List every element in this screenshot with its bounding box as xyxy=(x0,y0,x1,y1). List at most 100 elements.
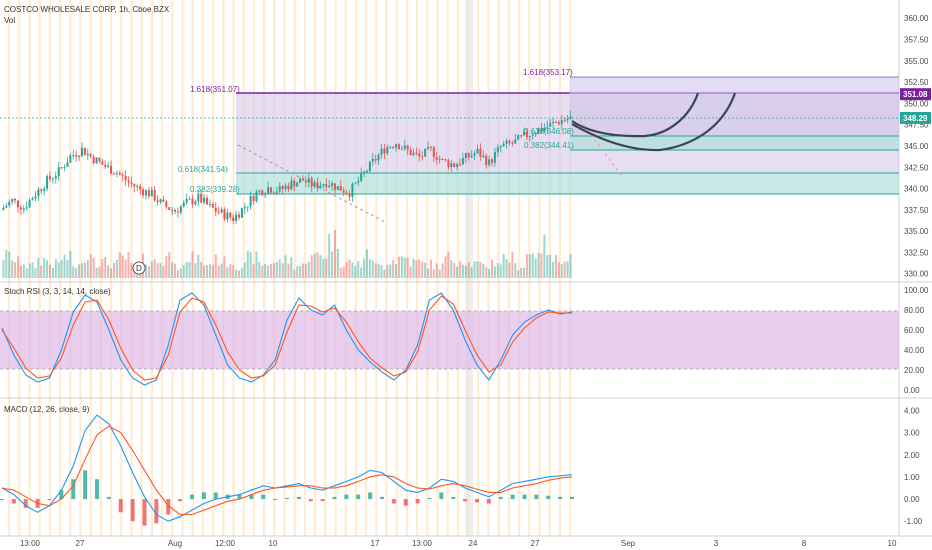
stoch-axis[interactable]: 100.00 80.00 60.00 40.00 20.00 0.00 xyxy=(904,286,929,395)
candle-body xyxy=(400,148,403,150)
price-axis-label: 342.50 xyxy=(904,163,929,172)
volume-bar xyxy=(424,262,427,278)
macd-histogram-bar xyxy=(368,492,373,500)
volume-bar xyxy=(179,268,182,278)
macd-lines xyxy=(0,414,574,526)
time-axis-label: 12:00 xyxy=(215,539,236,548)
stoch-k-line xyxy=(1,292,573,386)
volume-bar xyxy=(185,262,188,278)
volume-bar xyxy=(470,267,473,278)
macd-axis[interactable]: 4.00 3.00 2.00 1.00 0.00 -1.00 xyxy=(904,407,923,527)
time-axis-label: 10 xyxy=(888,539,897,548)
candle-body xyxy=(467,153,470,158)
candle-body xyxy=(543,127,546,131)
time-axis[interactable]: 13:00 27 Aug 12:00 10 17 13:00 24 27 Sep 3 8 10 xyxy=(20,539,897,548)
volume-bar xyxy=(491,259,494,278)
volume-bar xyxy=(112,263,115,278)
macd-histogram-bar xyxy=(261,494,266,500)
session-stripe xyxy=(263,0,266,536)
candle-body xyxy=(115,173,118,175)
candle-body xyxy=(147,190,150,197)
volume-bar xyxy=(83,262,86,278)
candle-body xyxy=(194,201,197,205)
volume-bar xyxy=(284,255,287,278)
candle-body xyxy=(40,189,43,192)
volume-bar xyxy=(130,263,133,278)
volume-bar xyxy=(31,262,34,278)
trendline-down[interactable] xyxy=(237,144,386,223)
volume-bar xyxy=(502,253,505,278)
candle-body xyxy=(461,157,464,165)
volume-bar xyxy=(467,262,470,278)
volume-bar xyxy=(537,252,540,278)
volume-bar xyxy=(46,260,49,278)
volume-bar xyxy=(421,261,424,278)
candle-body xyxy=(28,200,31,208)
volume-bar xyxy=(453,262,456,278)
volume-bar xyxy=(75,268,78,278)
volume-bar xyxy=(72,266,75,278)
price-axis-label: 337.50 xyxy=(904,206,929,215)
stoch-axis-label: 60.00 xyxy=(904,326,925,335)
candle-body xyxy=(293,180,296,187)
candle-body xyxy=(214,207,217,212)
candle-body xyxy=(107,165,110,167)
candle-body xyxy=(267,187,270,194)
candle-body xyxy=(197,193,200,202)
candle-body xyxy=(34,196,37,199)
stoch-axis-label: 0.00 xyxy=(904,386,920,395)
cup-pattern-1[interactable] xyxy=(571,92,700,138)
candlesticks[interactable] xyxy=(2,110,572,225)
volume-bar xyxy=(162,266,165,278)
session-stripe xyxy=(344,0,347,536)
volume-bar xyxy=(197,254,200,278)
volume-bar xyxy=(60,260,63,278)
volume-bar xyxy=(409,266,412,278)
volume-bar xyxy=(208,263,211,278)
candle-body xyxy=(83,147,86,156)
fib-retracement-right[interactable] xyxy=(570,76,899,151)
candle-body xyxy=(459,164,462,166)
cup-pattern-2[interactable] xyxy=(571,92,737,152)
volume-bar xyxy=(124,259,127,278)
candle-body xyxy=(412,152,415,156)
candle-body xyxy=(444,158,447,161)
symbol-title: COSTCO WHOLESALE CORP, 1h, Cboe BZX xyxy=(4,5,170,14)
candle-body xyxy=(424,148,427,157)
macd-histogram-bar xyxy=(83,470,88,500)
macd-histogram-bar xyxy=(23,499,28,508)
candle-body xyxy=(336,186,339,190)
candle-body xyxy=(171,209,174,211)
session-stripe xyxy=(273,0,276,536)
candle-body xyxy=(261,190,264,196)
volume-bar xyxy=(34,268,37,278)
candle-body xyxy=(75,154,78,157)
candle-body xyxy=(182,202,185,207)
volume-bar xyxy=(432,269,435,278)
time-axis-label: 17 xyxy=(371,539,380,548)
candle-body xyxy=(191,198,194,205)
candle-body xyxy=(284,185,287,189)
candle-body xyxy=(66,162,69,167)
time-axis-label: 27 xyxy=(531,539,540,548)
candle-body xyxy=(69,155,72,163)
volume-bar xyxy=(176,270,179,278)
earnings-marker-icon[interactable] xyxy=(132,261,146,275)
session-stripe xyxy=(69,0,72,536)
volume-bar xyxy=(272,263,275,278)
volume-bar xyxy=(336,248,339,278)
candle-body xyxy=(220,209,223,213)
volume-bar xyxy=(464,265,467,278)
price-axis-label: 340.00 xyxy=(904,185,929,194)
candle-body xyxy=(281,186,284,189)
candle-body xyxy=(57,167,60,177)
candle-body xyxy=(389,146,392,148)
candle-body xyxy=(5,205,8,208)
time-axis-label: 24 xyxy=(469,539,478,548)
price-axis[interactable]: 360.00 357.50 355.00 352.50 350.00 347.50 345.… xyxy=(904,14,929,279)
volume-bar xyxy=(461,264,464,278)
volume-bar xyxy=(243,262,246,278)
volume-bar xyxy=(278,259,281,278)
volume-bar xyxy=(371,260,374,278)
